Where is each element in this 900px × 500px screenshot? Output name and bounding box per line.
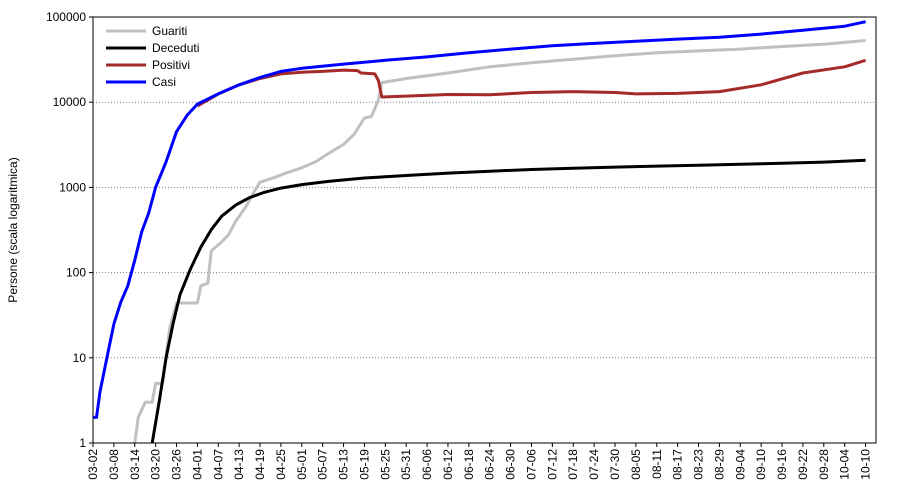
x-tick-label: 09-10 [754, 449, 768, 480]
x-tick-label: 06-18 [462, 449, 476, 480]
x-tick-label: 03-14 [128, 449, 142, 480]
x-tick-label: 10-10 [859, 449, 873, 480]
x-tick-label: 06-06 [420, 449, 434, 480]
x-tick-label: 07-18 [566, 449, 580, 480]
x-tick-label: 05-25 [378, 449, 392, 480]
x-tick-label: 09-16 [775, 449, 789, 480]
x-tick-label: 07-12 [545, 449, 559, 480]
y-axis-title: Persone (scala logaritmica) [6, 157, 20, 302]
x-tick-label: 10-04 [838, 449, 852, 480]
x-tick-label: 05-31 [399, 449, 413, 480]
x-tick-label: 05-07 [316, 449, 330, 480]
series-line-casi [93, 20, 866, 419]
x-tick-label: 08-17 [671, 449, 685, 480]
x-tick-label: 04-01 [190, 449, 204, 480]
x-tick-label: 04-07 [211, 449, 225, 480]
x-tick-label: 03-08 [107, 449, 121, 480]
y-tick-label: 10 [73, 351, 87, 365]
x-tick-label: 06-24 [483, 449, 497, 480]
x-tick-label: 05-13 [337, 449, 351, 480]
y-tick-label: 1000 [59, 180, 86, 194]
x-tick-label: 08-29 [712, 449, 726, 480]
plot-series [93, 20, 867, 443]
x-tick-label: 03-20 [149, 449, 163, 480]
y-tick-label: 1 [79, 436, 86, 450]
series-line-deceduti [150, 158, 866, 443]
y-axis: 1 10 100 1000 10000 100000 [46, 10, 93, 450]
series-line-guariti [133, 39, 866, 443]
legend-label: Deceduti [152, 41, 199, 55]
x-tick-label: 08-05 [629, 449, 643, 480]
x-tick-label: 05-01 [295, 449, 309, 480]
x-tick-label: 06-12 [441, 449, 455, 480]
x-tick-label: 07-06 [524, 449, 538, 480]
x-tick-label: 07-30 [608, 449, 622, 480]
x-tick-label: 08-11 [650, 449, 664, 479]
legend: Guariti Deceduti Positivi Casi [106, 24, 199, 89]
y-tick-label: 100 [66, 266, 86, 280]
plot-frame [92, 16, 877, 444]
x-axis: 03-02 03-08 03-14 03-20 03-26 04-01 04-07 04-13… [86, 443, 873, 480]
x-tick-label: 04-25 [274, 449, 288, 480]
x-tick-label: 09-04 [733, 449, 747, 480]
x-tick-label: 08-23 [692, 449, 706, 480]
x-tick-label: 09-22 [796, 449, 810, 480]
series-line-positivi [196, 58, 867, 108]
y-tick-label: 10000 [53, 95, 87, 109]
legend-label: Casi [152, 75, 176, 89]
x-tick-label: 04-13 [232, 449, 246, 480]
x-tick-label: 04-19 [253, 449, 267, 480]
x-tick-label: 03-02 [86, 449, 100, 480]
legend-label: Positivi [152, 58, 190, 72]
legend-label: Guariti [152, 24, 187, 38]
y-tick-label: 100000 [46, 10, 86, 24]
x-tick-label: 03-26 [170, 449, 184, 480]
x-tick-label: 09-28 [817, 449, 831, 480]
x-tick-label: 05-19 [357, 449, 371, 480]
x-tick-label: 07-24 [587, 449, 601, 480]
x-tick-label: 06-30 [504, 449, 518, 480]
